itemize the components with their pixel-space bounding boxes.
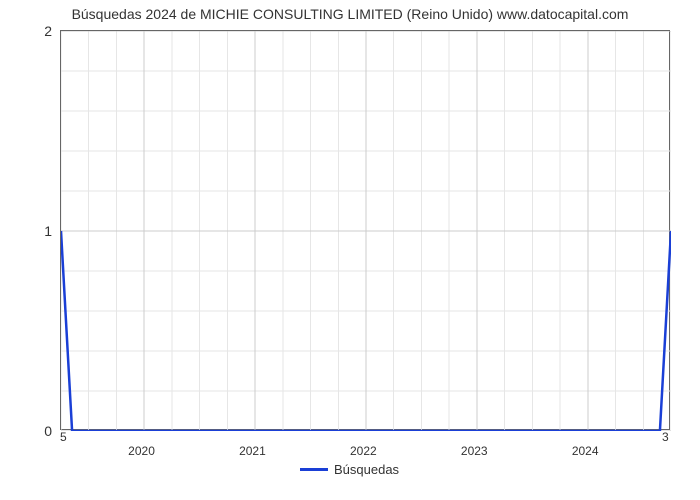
x-tick-label: 2022 bbox=[350, 444, 377, 458]
plot-area bbox=[60, 30, 670, 430]
plot-svg bbox=[61, 31, 671, 431]
chart-title: Búsquedas 2024 de MICHIE CONSULTING LIMI… bbox=[0, 6, 700, 22]
y-tick-label: 2 bbox=[44, 23, 52, 39]
gridlines-major bbox=[61, 31, 671, 431]
legend: Búsquedas bbox=[300, 462, 399, 477]
x-tick-label: 2020 bbox=[128, 444, 155, 458]
x-tick-label: 2021 bbox=[239, 444, 266, 458]
x-tick-label: 2023 bbox=[461, 444, 488, 458]
y-tick-label: 0 bbox=[44, 423, 52, 439]
legend-swatch bbox=[300, 468, 328, 471]
y-tick-label: 1 bbox=[44, 223, 52, 239]
legend-label: Búsquedas bbox=[334, 462, 399, 477]
corner-label-bottom-left: 5 bbox=[60, 430, 67, 444]
x-tick-label: 2024 bbox=[572, 444, 599, 458]
corner-label-bottom-right: 3 bbox=[662, 430, 669, 444]
